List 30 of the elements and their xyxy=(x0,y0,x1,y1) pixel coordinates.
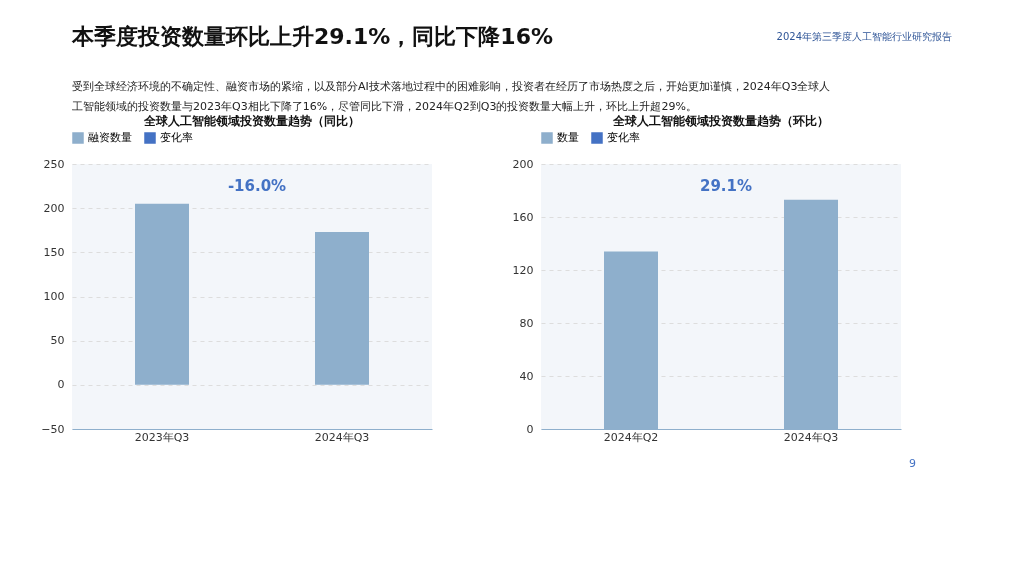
y-tick-label: 0 xyxy=(526,422,534,436)
text: 本季度投资数量环比上升29.1%，同比下降16% xyxy=(71,24,553,49)
chart-title: 全球人工智能领域投资数量趋势（同比） xyxy=(143,114,360,128)
y-tick-label: 160 xyxy=(512,210,534,224)
y-tick-label: 120 xyxy=(512,263,534,277)
legend-label: 变化率 xyxy=(607,131,640,144)
y-tick-label: 150 xyxy=(43,245,65,259)
annotation: -16.0% xyxy=(227,177,287,195)
y-tick-label: −50 xyxy=(41,422,65,436)
text: 工智能领域的投资数量与2023年Q3相比下降了16%，尽管同比下滑，2024年Q2到Q3的投资数量大幅上升，环比上升超29%。 xyxy=(72,100,697,113)
annotation: 29.1% xyxy=(699,177,753,195)
y-tick-label: 200 xyxy=(43,201,65,215)
legend-label: 数量 xyxy=(557,131,579,144)
x-tick-label: 2024年Q3 xyxy=(783,430,839,444)
x-tick-label: 2024年Q3 xyxy=(314,430,370,444)
legend-label: 变化率 xyxy=(160,131,193,144)
y-tick-label: 100 xyxy=(43,290,65,303)
chart-title: 全球人工智能领域投资数量趋势（环比） xyxy=(612,114,829,128)
text: 受到全球经济环境的不确定性、融资市场的紧缩，以及部分AI技术落地过程中的困难影响，投资者在经历了市场热度之后，开始更加谨慎，2024年Q3全球人 xyxy=(72,80,831,93)
x-tick-label: 2024年Q2 xyxy=(603,430,659,444)
text: 9 xyxy=(909,457,916,470)
y-tick-label: 80 xyxy=(519,316,534,330)
y-tick-label: 0 xyxy=(57,378,65,392)
x-tick-label: 2023年Q3 xyxy=(134,430,190,444)
y-tick-label: 250 xyxy=(43,157,65,171)
y-tick-label: 50 xyxy=(50,334,65,348)
y-tick-label: 200 xyxy=(512,157,534,171)
legend-label: 融资数量 xyxy=(88,131,132,144)
y-tick-label: 40 xyxy=(519,369,534,383)
text: 2024年第三季度人工智能行业研究报告 xyxy=(776,31,952,42)
